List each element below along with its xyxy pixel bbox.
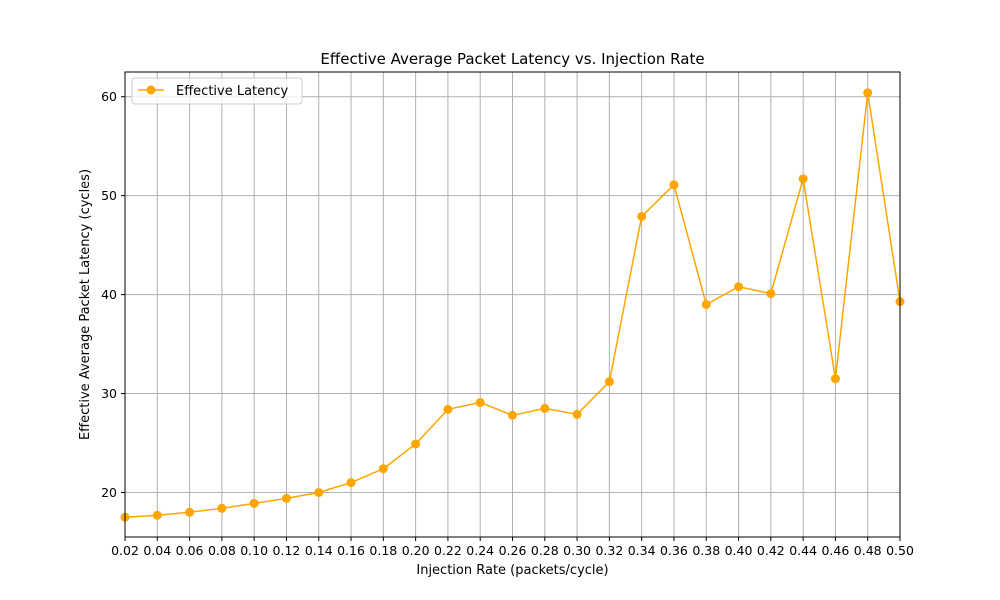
data-point	[281, 493, 291, 503]
data-point	[669, 180, 679, 190]
x-tick-label: 0.04	[143, 543, 171, 558]
data-point	[540, 403, 550, 413]
y-axis-label: Effective Average Packet Latency (cycles…	[78, 169, 93, 440]
legend-label: Effective Latency	[176, 84, 289, 99]
x-tick-label: 0.34	[628, 543, 656, 558]
x-tick-label: 0.42	[757, 543, 785, 558]
data-point	[766, 289, 776, 299]
x-tick-label: 0.26	[499, 543, 527, 558]
data-point	[798, 174, 808, 184]
y-tick-label: 30	[101, 386, 117, 401]
data-point	[314, 487, 324, 497]
legend: Effective Latency	[131, 77, 303, 105]
grid	[124, 72, 901, 537]
data-point	[346, 478, 356, 488]
x-tick-label: 0.48	[854, 543, 882, 558]
y-tick-label: 40	[101, 287, 117, 302]
y-tick-label: 50	[101, 188, 117, 203]
data-point	[443, 404, 453, 414]
x-tick-label: 0.16	[337, 543, 365, 558]
x-tick-label: 0.46	[821, 543, 849, 558]
x-tick-label: 0.02	[111, 543, 139, 558]
x-tick-label: 0.30	[563, 543, 591, 558]
x-tick-label: 0.36	[660, 543, 688, 558]
data-point	[378, 464, 388, 474]
x-tick-label: 0.06	[176, 543, 204, 558]
legend-box	[131, 77, 303, 105]
data-point	[734, 282, 744, 292]
data-point	[475, 397, 485, 407]
x-tick-label: 0.14	[305, 543, 333, 558]
data-point	[249, 498, 259, 508]
x-tick-label: 0.32	[595, 543, 623, 558]
data-point	[572, 409, 582, 419]
y-tick-label: 60	[101, 89, 117, 104]
data-point	[152, 510, 162, 520]
data-point	[830, 374, 840, 384]
data-point	[217, 503, 227, 513]
y-tick-label: 20	[101, 485, 117, 500]
series-layer	[120, 88, 905, 522]
x-tick-label: 0.24	[466, 543, 494, 558]
data-point	[863, 88, 873, 98]
x-tick-label: 0.28	[531, 543, 559, 558]
x-axis-label: Injection Rate (packets/cycle)	[416, 563, 608, 578]
chart-title: Effective Average Packet Latency vs. Inj…	[320, 50, 704, 68]
x-tick-label: 0.12	[273, 543, 301, 558]
data-point	[637, 211, 647, 221]
x-tick-label: 0.38	[692, 543, 720, 558]
x-tick-label: 0.50	[886, 543, 914, 558]
x-tick-label: 0.20	[402, 543, 430, 558]
data-point	[185, 507, 195, 517]
data-point	[604, 377, 614, 387]
x-tick-label: 0.44	[789, 543, 817, 558]
legend-marker-swatch	[146, 85, 156, 95]
x-tick-label: 0.18	[369, 543, 397, 558]
data-point	[701, 300, 711, 309]
data-point	[411, 439, 421, 449]
x-tick-label: 0.40	[725, 543, 753, 558]
data-point	[508, 410, 517, 420]
x-tick-label: 0.10	[240, 543, 268, 558]
x-tick-label: 0.08	[208, 543, 236, 558]
ticks: 0.02 0.04 0.06 0.08 0.10 0.12 0.14 0.16 0.18 0.20…	[101, 89, 914, 558]
x-tick-label: 0.22	[434, 543, 462, 558]
